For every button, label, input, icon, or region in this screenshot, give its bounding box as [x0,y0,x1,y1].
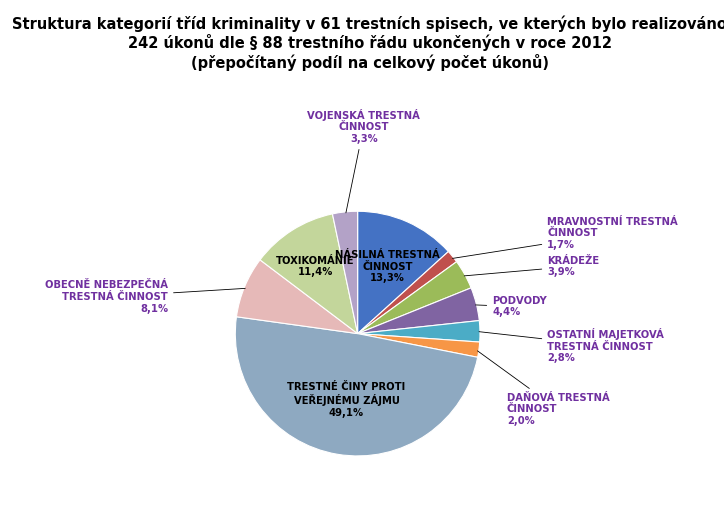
Wedge shape [332,211,358,333]
Text: KRÁDEŽE
3,9%: KRÁDEŽE 3,9% [464,256,599,277]
Wedge shape [358,320,480,342]
Text: TOXIKOMÁNIE
11,4%: TOXIKOMÁNIE 11,4% [276,256,354,277]
Title: Struktura kategorií tříd kriminality v 61 trestních spisech, ve kterých bylo rea: Struktura kategorií tříd kriminality v 6… [12,15,724,71]
Wedge shape [358,211,448,333]
Text: NÁSILNÁ TRESTNÁ
ČINNOST
13,3%: NÁSILNÁ TRESTNÁ ČINNOST 13,3% [335,250,439,283]
Wedge shape [358,262,471,333]
Wedge shape [358,333,480,357]
Wedge shape [358,288,479,333]
Text: PODVODY
4,4%: PODVODY 4,4% [476,296,547,318]
Text: OSTATNÍ MAJETKOVÁ
TRESTNÁ ČINNOST
2,8%: OSTATNÍ MAJETKOVÁ TRESTNÁ ČINNOST 2,8% [479,328,664,363]
Wedge shape [260,214,358,333]
Wedge shape [358,251,457,333]
Text: VOJENSKÁ TRESTNÁ
ČINNOST
3,3%: VOJENSKÁ TRESTNÁ ČINNOST 3,3% [307,109,420,213]
Text: TRESTNÉ ČINY PROTI
VEŘEJNÉMU ZÁJMU
49,1%: TRESTNÉ ČINY PROTI VEŘEJNÉMU ZÁJMU 49,1% [287,382,405,418]
Wedge shape [235,317,478,456]
Text: MRAVNOSTNÍ TRESTNÁ
ČINNOST
1,7%: MRAVNOSTNÍ TRESTNÁ ČINNOST 1,7% [452,217,678,258]
Wedge shape [237,260,358,333]
Text: DAŇOVÁ TRESTNÁ
ČINNOST
2,0%: DAŇOVÁ TRESTNÁ ČINNOST 2,0% [478,351,610,426]
Text: OBECNĚ NEBEZPEČNÁ
TRESTNÁ ČINNOST
8,1%: OBECNĚ NEBEZPEČNÁ TRESTNÁ ČINNOST 8,1% [45,280,245,313]
